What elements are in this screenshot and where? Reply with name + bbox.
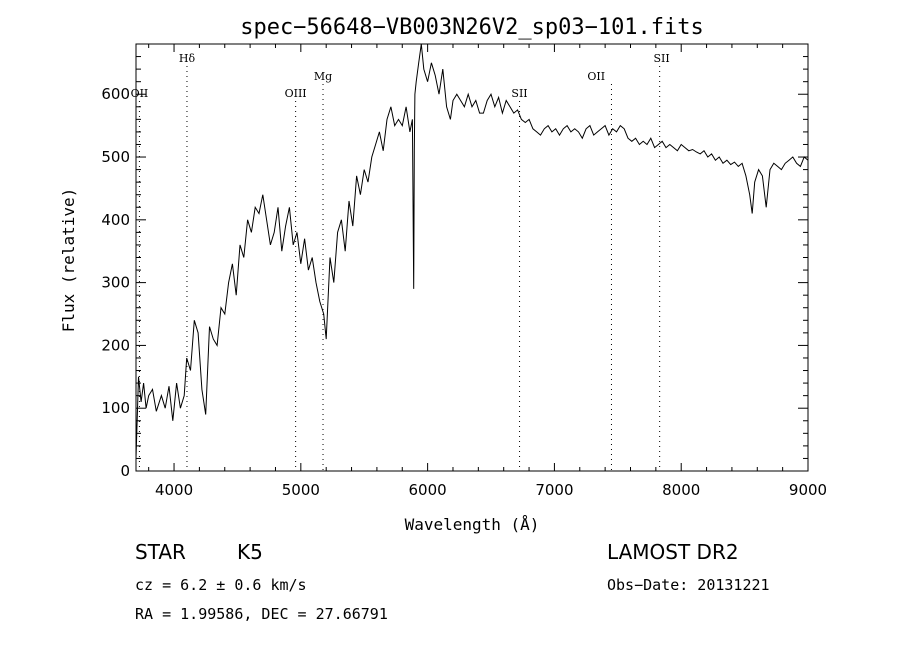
x-tick-label: 9000 <box>789 481 827 499</box>
x-tick-label: 5000 <box>282 481 320 499</box>
spectrum-line <box>135 43 809 459</box>
line-annotations: OII Hδ OIII Mg SII OII SII <box>131 52 670 471</box>
coordinates: RA = 1.99586, DEC = 27.66791 <box>135 605 388 623</box>
y-tick-label: 0 <box>120 462 130 480</box>
x-tick-label: 7000 <box>535 481 573 499</box>
y-axis-label: Flux (relative) <box>59 188 78 333</box>
plot-frame <box>135 43 809 472</box>
annotation-label: SII <box>653 52 669 65</box>
x-tick-label: 6000 <box>409 481 447 499</box>
annotation-label: Mg <box>314 70 332 83</box>
axis-ticks: 4000 5000 6000 7000 8000 9000 0 100 200 300 400 500… <box>101 44 827 499</box>
x-tick-label: 8000 <box>662 481 700 499</box>
y-tick-label: 100 <box>101 399 130 417</box>
subclass: K5 <box>237 540 263 564</box>
annotation-label: OII <box>131 87 149 100</box>
annotation-label: SII <box>511 87 527 100</box>
survey-name: LAMOST DR2 <box>607 540 739 564</box>
chart-title: spec−56648−VB003N26V2_sp03−101.fits <box>240 15 704 40</box>
x-tick-label: 4000 <box>155 481 193 499</box>
y-tick-label: 600 <box>101 85 130 103</box>
x-axis-label: Wavelength (Å) <box>405 515 540 534</box>
object-class: STAR <box>135 540 186 564</box>
annotation-label: OII <box>587 70 605 83</box>
y-tick-label: 200 <box>101 336 130 354</box>
annotation-label: Hδ <box>179 52 196 65</box>
annotation-label: OIII <box>285 87 307 100</box>
cz-value: cz = 6.2 ± 0.6 km/s <box>135 576 307 594</box>
y-tick-label: 500 <box>101 148 130 166</box>
obs-date: Obs−Date: 20131221 <box>607 576 770 594</box>
y-tick-label: 300 <box>101 274 130 292</box>
y-tick-label: 400 <box>101 211 130 229</box>
